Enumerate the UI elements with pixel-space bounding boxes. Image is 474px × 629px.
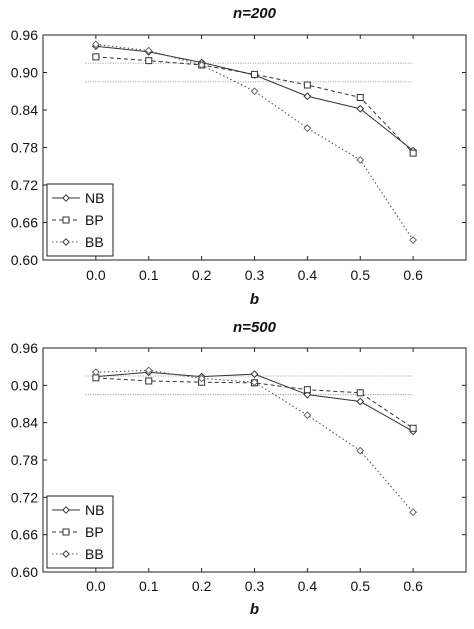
x-tick-label: 0.3 xyxy=(245,267,265,283)
data-point-BB xyxy=(91,368,100,377)
data-point-BB xyxy=(91,40,100,49)
x-tick-label: 0.6 xyxy=(403,267,423,283)
data-point-NB xyxy=(250,370,259,379)
data-point-NB xyxy=(356,397,365,406)
y-tick-label: 0.66 xyxy=(11,527,38,543)
data-point-NB xyxy=(356,104,365,113)
legend-label-BB: BB xyxy=(85,546,104,562)
data-point-BP xyxy=(303,386,311,394)
legend-label-NB: NB xyxy=(85,502,104,518)
legend-marker-BB xyxy=(62,550,70,558)
legend-marker-NB xyxy=(62,506,70,514)
y-tick-label: 0.60 xyxy=(11,564,38,580)
legend-box xyxy=(46,495,114,569)
data-point-BP xyxy=(251,70,258,78)
x-axis-title: b xyxy=(250,291,259,308)
series-line-BB xyxy=(95,369,414,513)
x-tick-label: 0.4 xyxy=(298,578,318,594)
data-point-BP xyxy=(145,377,153,385)
data-point-BB xyxy=(303,411,312,420)
legend-box xyxy=(46,183,114,257)
x-tick-label: 0.1 xyxy=(139,267,159,283)
y-tick-label: 0.72 xyxy=(11,489,38,505)
x-tick-label: 0.0 xyxy=(86,578,106,594)
data-point-BB xyxy=(356,156,365,164)
data-point-BP xyxy=(409,424,417,432)
legend-label-NB: NB xyxy=(85,190,104,206)
data-point-BB xyxy=(409,508,418,517)
data-point-BB xyxy=(197,374,206,383)
chart-panel-0: n=200 0.96 0.90 0.84 0.78 0.72 0.66 0.60 0.0 0.1 0… xyxy=(11,5,467,308)
data-point-BP xyxy=(92,53,100,61)
series-line-NB xyxy=(95,45,414,152)
y-tick-label: 0.90 xyxy=(11,377,38,393)
data-point-BB xyxy=(356,446,365,455)
y-tick-label: 0.84 xyxy=(11,415,38,431)
data-point-BP xyxy=(145,57,153,65)
x-tick-label: 0.1 xyxy=(139,578,159,594)
y-tick-label: 0.96 xyxy=(11,340,38,356)
y-tick-label: 0.90 xyxy=(11,65,38,81)
y-tick-label: 0.78 xyxy=(11,140,38,156)
data-point-BP xyxy=(409,149,417,157)
x-tick-label: 0.5 xyxy=(351,267,371,283)
x-tick-label: 0.2 xyxy=(192,578,212,594)
legend-marker-BP xyxy=(62,528,70,536)
x-tick-label: 0.6 xyxy=(403,578,423,594)
y-tick-label: 0.66 xyxy=(11,215,38,231)
chart-panel-1: n=500 0.96 0.90 0.84 0.78 0.72 0.66 0.60 0.0 0.1 0… xyxy=(11,319,467,618)
data-point-BB xyxy=(197,61,206,69)
legend-label-BP: BP xyxy=(85,212,104,228)
data-point-BB xyxy=(250,87,259,96)
data-point-BP xyxy=(356,94,364,101)
y-tick-label: 0.96 xyxy=(11,27,38,43)
y-tick-label: 0.72 xyxy=(11,177,38,193)
data-point-BB xyxy=(144,366,153,375)
chart-title: n=500 xyxy=(233,319,277,336)
legend-label-BB: BB xyxy=(85,234,104,250)
data-point-NB xyxy=(303,92,312,101)
x-tick-label: 0.4 xyxy=(298,267,318,283)
data-point-BB xyxy=(250,378,259,387)
x-tick-label: 0.0 xyxy=(86,267,106,283)
x-axis-title: b xyxy=(250,601,259,618)
x-tick-label: 0.2 xyxy=(192,267,212,283)
y-tick-label: 0.84 xyxy=(11,102,38,118)
y-tick-label: 0.78 xyxy=(11,452,38,468)
x-tick-label: 0.3 xyxy=(245,578,265,594)
data-point-BP xyxy=(356,389,364,397)
data-point-BB xyxy=(144,46,153,55)
chart-title: n=200 xyxy=(233,5,277,22)
y-tick-label: 0.60 xyxy=(11,252,38,268)
legend-marker-NB xyxy=(62,194,70,202)
data-point-BB xyxy=(409,236,418,244)
legend-marker-BB xyxy=(62,238,70,246)
data-point-BP xyxy=(303,81,311,89)
legend-label-BP: BP xyxy=(85,524,104,540)
data-point-BB xyxy=(303,124,312,133)
x-tick-label: 0.5 xyxy=(351,578,371,594)
legend-marker-BP xyxy=(62,216,70,224)
